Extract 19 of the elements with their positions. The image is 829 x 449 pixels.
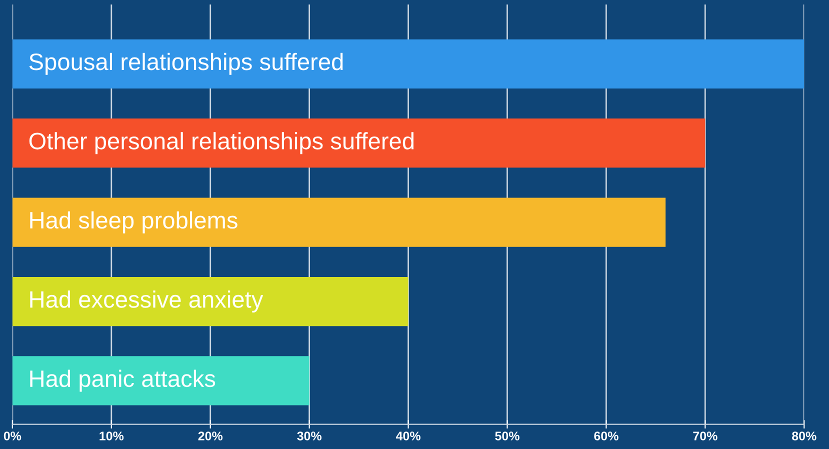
x-tick-label: 70% <box>693 432 718 440</box>
x-tick-label: 20% <box>198 432 223 440</box>
y-tick-label: Had excessive anxiety <box>30 290 264 313</box>
bar <box>12 118 706 168</box>
y-tick-label: Other personal relationships suffered <box>29 132 414 154</box>
x-tick-label: 40% <box>396 432 420 440</box>
y-tick-label: Had sleep problems <box>30 211 238 234</box>
x-tick-label: 0% <box>4 432 22 440</box>
x-tick-label: 60% <box>594 432 618 440</box>
y-tick-label: Had panic attacks <box>30 370 216 392</box>
x-tick-label: 80% <box>792 432 816 440</box>
x-tick-label: 10% <box>100 432 124 440</box>
y-tick-label: Spousal relationships suffered <box>29 52 343 75</box>
x-tick-label: 30% <box>297 432 322 440</box>
bar <box>12 356 310 406</box>
bar <box>12 198 666 247</box>
bar <box>12 276 408 326</box>
bar <box>12 39 804 88</box>
x-tick-label: 50% <box>495 432 520 440</box>
